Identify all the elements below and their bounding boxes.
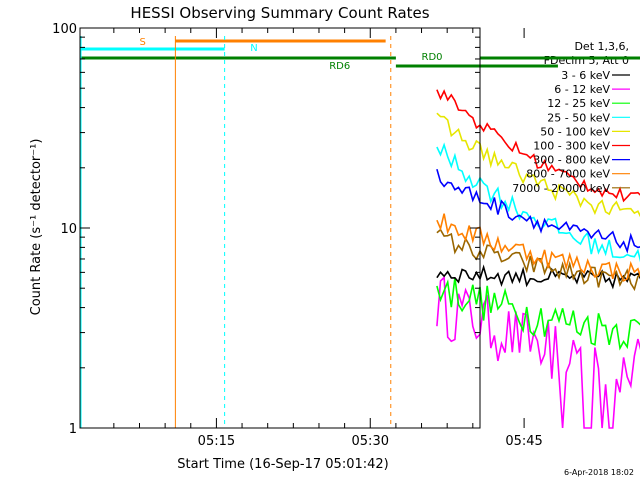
x-tick-label: 05:45 [505, 434, 542, 449]
saa-flag-label: S [139, 37, 145, 48]
rd6-flag-label: RD6 [329, 61, 350, 72]
y-tick-label: 10 [60, 222, 77, 237]
series-trace-50-100keV [436, 112, 640, 218]
series-trace-100-300keV [436, 89, 640, 203]
y-tick-label: 100 [52, 22, 77, 37]
series-trace-25-50keV [436, 142, 640, 263]
flag-vertical-lines [80, 36, 392, 428]
x-tick-label: 05:30 [352, 434, 389, 449]
series-trace-6-12keV [436, 275, 640, 429]
chart-title: HESSI Observing Summary Count Rates [130, 4, 429, 22]
plot-frame [79, 27, 481, 429]
series-trace-12-25keV [436, 277, 640, 351]
legend-header-detectors: Det 1,3,6, [574, 40, 629, 53]
footer-date: 6-Apr-2018 18:02 [564, 468, 634, 477]
legend-label: 6 - 12 keV [554, 83, 610, 96]
series-trace-800-7000keV [436, 213, 640, 282]
night-flag-label: N [250, 43, 257, 54]
legend-label: 300 - 800 keV [533, 154, 610, 167]
flag-bars: S N RD0 RD6 [80, 37, 640, 72]
legend-label: 7000 - 20000 keV [512, 182, 610, 195]
x-tick-label: 05:15 [198, 434, 235, 449]
legend-label: 25 - 50 keV [547, 111, 610, 124]
series-trace-300-800keV [436, 168, 640, 254]
rd0-flag-label: RD0 [422, 52, 443, 63]
y-tick-label: 1 [69, 422, 77, 437]
x-axis-label: Start Time (16-Sep-17 05:01:42) [177, 457, 388, 472]
y-axis-label: Count Rate (s⁻¹ detector⁻¹) [29, 139, 44, 316]
legend-label: 12 - 25 keV [547, 97, 610, 110]
series-trace-3-6keV [436, 264, 640, 290]
legend-label: 100 - 300 keV [533, 140, 610, 153]
series-layer [436, 89, 640, 429]
series-trace-7000-20000keV [436, 228, 640, 292]
legend-label: 3 - 6 keV [561, 69, 610, 82]
legend-label: 800 - 7000 keV [526, 168, 610, 181]
legend-label: 50 - 100 keV [540, 125, 610, 138]
